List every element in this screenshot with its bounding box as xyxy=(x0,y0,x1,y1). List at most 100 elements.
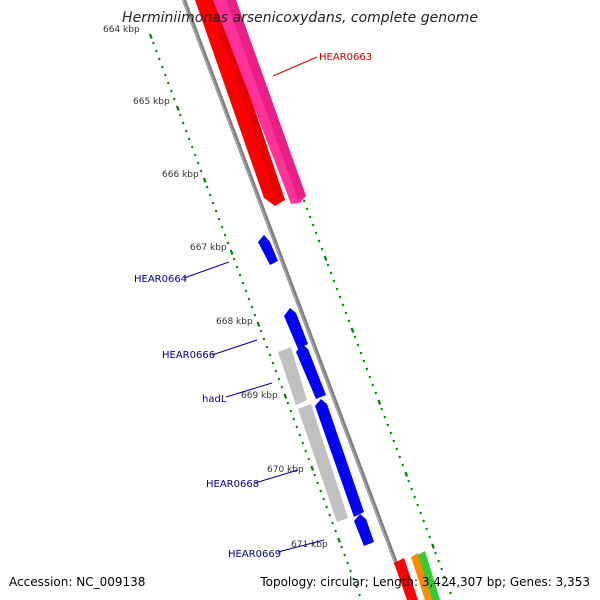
ruler-dot xyxy=(161,65,164,69)
ruler-dot xyxy=(166,81,170,85)
ruler-dot-outer xyxy=(320,247,324,251)
ruler-dot-outer xyxy=(395,447,399,451)
ruler-dot xyxy=(322,497,326,501)
leader-HEAR0666 xyxy=(211,339,258,356)
ruler-dot xyxy=(277,377,281,381)
ruler-dot xyxy=(337,537,341,543)
ruler-dot xyxy=(155,49,158,53)
ruler-dot-outer xyxy=(356,343,360,347)
gene-hadL-gray[interactable] xyxy=(278,347,307,405)
kbp-tick-label: 669 kbp xyxy=(241,391,278,401)
kbp-tick-label: 671 kbp xyxy=(291,540,328,550)
ruler-dot xyxy=(349,569,352,573)
ruler-dot xyxy=(169,89,173,93)
ruler-dot xyxy=(208,193,212,197)
kbp-tick-label: 664 kbp xyxy=(103,25,140,35)
gene-label-HEAR0664[interactable]: HEAR0664 xyxy=(134,274,187,285)
ruler-dot xyxy=(358,593,361,597)
ruler-dot-outer xyxy=(347,319,351,323)
ruler-dot xyxy=(298,433,302,437)
ruler-dot xyxy=(148,33,153,39)
genome-backbone-highlight xyxy=(182,0,410,600)
ruler-dot xyxy=(262,337,266,341)
ruler-dot-outer xyxy=(359,351,363,355)
ruler-dot xyxy=(343,553,346,557)
ruler-dot-outer xyxy=(326,263,330,267)
ruler-dot-outer xyxy=(443,575,446,579)
ruler-dot-outer xyxy=(449,591,452,595)
gene-arrow[interactable] xyxy=(195,0,285,206)
gene-bottom-red[interactable] xyxy=(394,558,418,600)
ruler-dot xyxy=(226,241,230,245)
ruler-dot xyxy=(187,137,191,141)
ruler-dot xyxy=(223,233,227,237)
gene-HEAR0664-arrow[interactable] xyxy=(258,235,278,265)
gene-label-HEAR0668[interactable]: HEAR0668 xyxy=(206,479,259,490)
ruler-dot xyxy=(211,201,215,205)
ruler-dot-outer xyxy=(350,327,355,333)
ruler-dot xyxy=(274,369,278,373)
ruler-dot xyxy=(259,329,263,333)
ruler-dot-outer xyxy=(413,495,417,499)
ruler-dot xyxy=(158,57,161,61)
gene-HEAR0668-arrow[interactable] xyxy=(315,399,364,517)
ruler-dot-outer xyxy=(362,359,366,363)
gene-label-HEAR0663[interactable]: HEAR0663 xyxy=(319,52,372,63)
gene-bottom-green[interactable] xyxy=(418,551,440,600)
ruler-dot-outer xyxy=(338,295,342,299)
gene-HEAR0666-arrow[interactable] xyxy=(284,308,308,349)
ruler-dot-outer xyxy=(425,527,428,531)
ruler-dot-outer xyxy=(353,335,357,339)
ruler-dot xyxy=(229,249,234,255)
ruler-dot-outer xyxy=(446,583,449,587)
ruler-dot xyxy=(196,161,200,165)
ruler-dot xyxy=(152,41,155,45)
gene-arrow[interactable] xyxy=(213,0,306,204)
kbp-tick-label: 668 kbp xyxy=(216,317,253,327)
ruler-dot-outer xyxy=(380,407,384,411)
ruler-dot-outer xyxy=(308,215,312,219)
gene-bottom-orange[interactable] xyxy=(411,553,432,600)
ruler-dot xyxy=(190,145,194,149)
gene-HEAR0663-forward-red[interactable] xyxy=(195,0,285,206)
gene-HEAR0663-forward-pink[interactable] xyxy=(213,0,306,204)
ruler-dot-outer xyxy=(317,239,321,243)
ruler-dot-outer xyxy=(368,375,372,379)
gene-label-HEAR0666[interactable]: HEAR0666 xyxy=(162,350,215,361)
ruler-dot xyxy=(178,113,182,117)
ruler-dot-outer xyxy=(302,199,306,203)
ruler-dot xyxy=(301,441,305,445)
gene-HEAR0668-gray[interactable] xyxy=(298,404,348,522)
ruler-dot xyxy=(247,297,251,301)
kbp-tick-label: 666 kbp xyxy=(162,170,199,180)
ruler-dot-outer xyxy=(431,543,435,549)
ruler-dot-outer xyxy=(371,383,375,387)
gene-label-hadL[interactable]: hadL xyxy=(202,394,227,405)
genes-count-text: Genes: 3,353 xyxy=(509,575,590,589)
ruler-dot xyxy=(289,409,293,413)
ruler-dot-outer xyxy=(332,279,336,283)
ruler-dot xyxy=(250,305,254,309)
ruler-dot xyxy=(340,545,343,549)
ruler-dot-outer xyxy=(311,223,315,227)
ruler-dot-outer xyxy=(416,503,420,507)
gene-arrow-shade xyxy=(208,0,285,203)
ruler-dot xyxy=(295,425,299,429)
leader-HEAR0664 xyxy=(183,261,230,279)
ruler-dot xyxy=(184,129,188,133)
gene-hadL-neighbor-arrow[interactable] xyxy=(296,344,326,399)
gene-label-HEAR0669[interactable]: HEAR0669 xyxy=(228,549,281,560)
ruler-dot xyxy=(181,121,185,125)
ruler-dot-outer xyxy=(404,471,409,477)
gene-HEAR0669-arrow[interactable] xyxy=(354,514,374,546)
ruler-dot xyxy=(325,505,328,509)
accession-text: Accession: NC_009138 xyxy=(9,575,146,589)
ruler-dot-outer xyxy=(383,415,387,419)
ruler-dot-outer xyxy=(392,439,396,443)
ruler-dot xyxy=(304,449,308,453)
ruler-dot-outer xyxy=(314,231,318,235)
ruler-dot-outer xyxy=(323,255,328,261)
ruler-dot xyxy=(241,281,245,285)
ruler-dots xyxy=(148,33,361,597)
leader-hadL xyxy=(225,382,273,398)
